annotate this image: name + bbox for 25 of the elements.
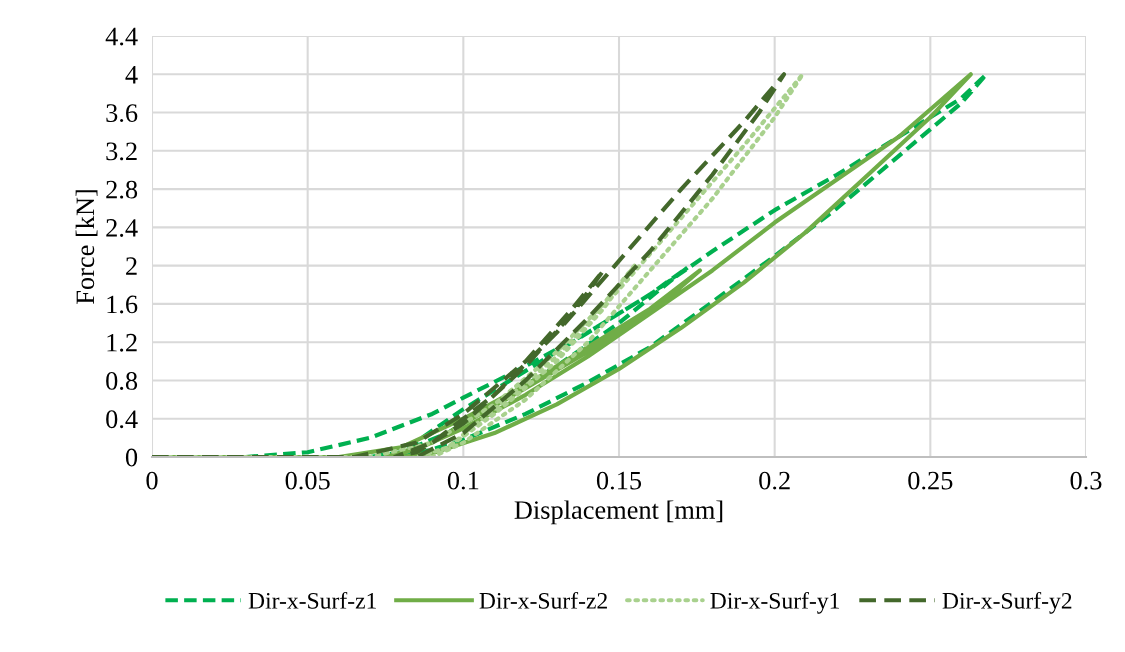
y-axis-title: Force [kN] (75, 190, 98, 304)
x-tick-label: 0.2 (759, 471, 790, 490)
x-tick-label: 0 (146, 471, 158, 490)
y-tick-label: 3.2 (106, 142, 137, 161)
y-tick-label: 0 (125, 448, 138, 467)
legend-label: Dir-x-Surf-z2 (479, 591, 607, 609)
x-tick-label: 0.3 (1070, 471, 1102, 490)
y-tick-label: 4 (125, 66, 138, 84)
x-axis-title: Displacement [mm] (514, 500, 723, 525)
x-tick-label: 0.1 (447, 471, 479, 490)
x-tick-label: 0.25 (908, 471, 953, 490)
y-tick-label: 2.8 (106, 180, 138, 199)
x-tick-label: 0.15 (596, 471, 642, 490)
x-tick-label: 0.05 (285, 471, 330, 490)
y-tick-label: 4.4 (105, 27, 138, 46)
y-tick-label: 2 (126, 257, 137, 275)
legend-label: Dir-x-Surf-y1 (710, 591, 840, 614)
legend-label: Dir-x-Surf-z1 (248, 591, 376, 609)
y-tick-label: 0.4 (106, 410, 138, 429)
y-tick-label: 1.2 (107, 333, 137, 352)
y-tick-label: 1.6 (107, 295, 138, 314)
y-tick-label: 0.8 (106, 372, 138, 390)
legend-label: Dir-x-Surf-y2 (942, 591, 1072, 614)
y-tick-label: 3.6 (106, 104, 138, 123)
y-tick-label: 2.4 (106, 219, 138, 237)
